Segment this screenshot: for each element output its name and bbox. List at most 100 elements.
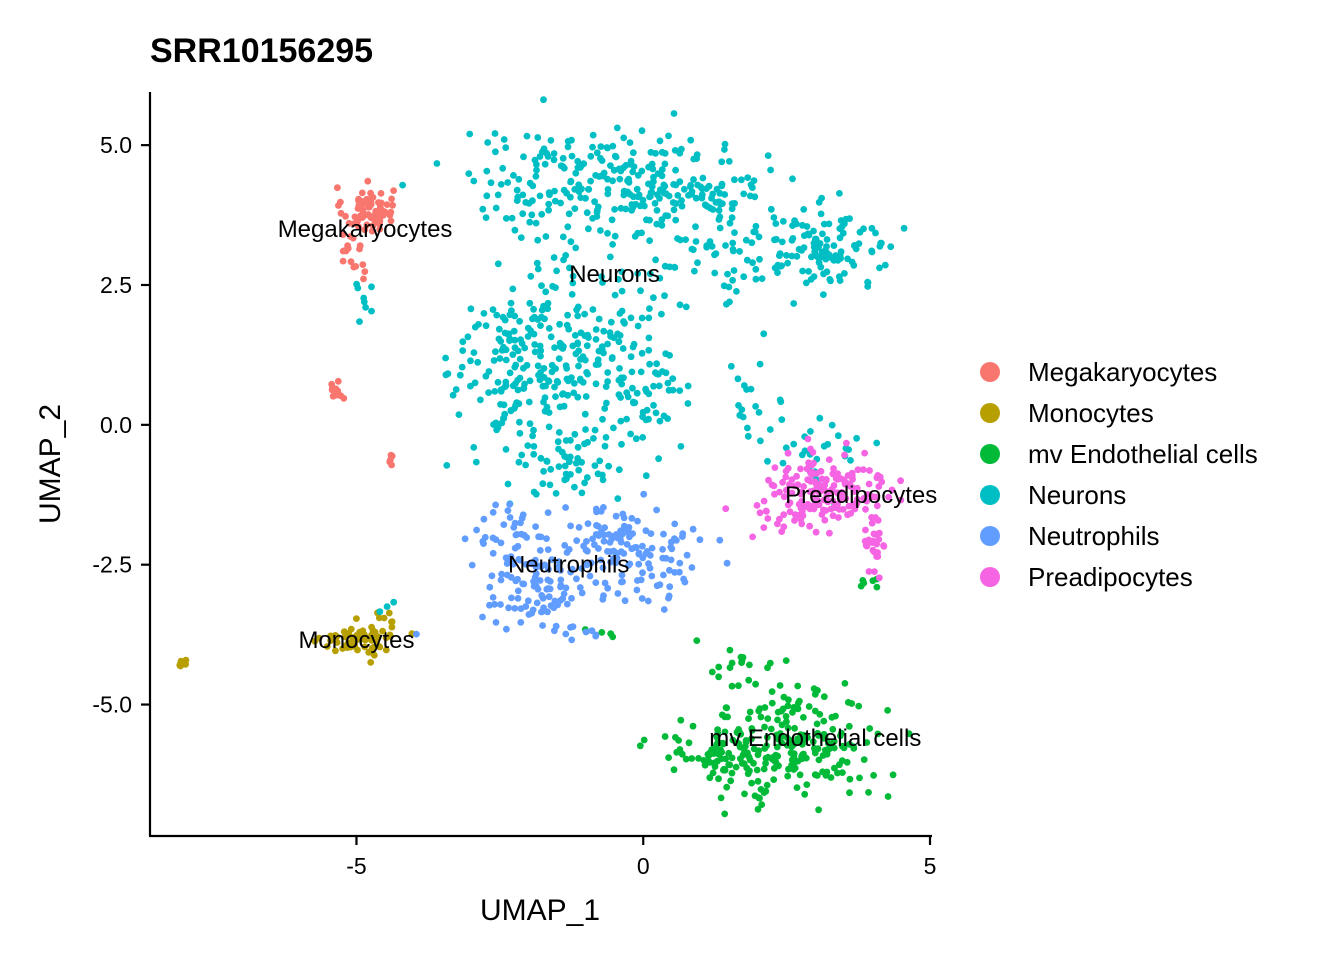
data-point: [566, 453, 574, 461]
data-point: [443, 462, 451, 469]
data-point: [614, 590, 622, 597]
data-point: [311, 637, 319, 645]
data-point: [785, 765, 792, 773]
data-point: [642, 550, 650, 557]
data-point: [789, 709, 796, 716]
data-point: [616, 175, 624, 183]
data-point: [494, 260, 502, 268]
data-point: [841, 270, 848, 277]
data-point: [452, 386, 460, 393]
data-point: [660, 530, 667, 538]
data-point: [559, 390, 566, 398]
data-point: [691, 267, 698, 275]
data-point: [514, 386, 522, 394]
data-point: [672, 216, 680, 224]
data-point: [771, 264, 779, 272]
data-point: [456, 371, 464, 379]
data-point: [514, 376, 522, 384]
data-point: [763, 742, 770, 750]
data-point: [805, 459, 812, 467]
data-point: [779, 217, 787, 225]
data-point: [692, 194, 700, 202]
data-point: [887, 243, 895, 251]
data-point: [376, 608, 384, 616]
data-point: [593, 208, 601, 216]
data-point: [525, 611, 533, 618]
data-point: [717, 794, 725, 802]
data-point: [798, 246, 806, 254]
data-point: [542, 288, 550, 296]
data-point: [359, 627, 367, 635]
data-point: [470, 349, 478, 356]
data-point: [581, 310, 588, 318]
data-point: [748, 779, 755, 787]
data-point: [776, 488, 783, 496]
data-point: [888, 486, 896, 494]
data-point: [837, 217, 845, 224]
data-point: [841, 680, 849, 687]
data-point: [568, 291, 576, 298]
data-point: [761, 704, 769, 711]
data-point: [380, 614, 388, 622]
data-point: [585, 186, 593, 193]
data-point: [537, 563, 545, 570]
chart-title: SRR10156295: [150, 32, 373, 70]
data-point: [712, 250, 720, 257]
data-point: [832, 475, 840, 482]
data-point: [592, 380, 600, 388]
data-point: [648, 544, 656, 552]
data-point: [583, 209, 591, 217]
data-point: [517, 234, 525, 242]
data-point: [794, 705, 802, 713]
data-point: [790, 300, 798, 307]
data-point: [646, 305, 653, 312]
data-point: [523, 132, 531, 140]
data-point: [571, 332, 579, 339]
data-point: [536, 153, 544, 160]
data-point: [375, 212, 382, 220]
data-point: [512, 401, 519, 409]
data-point: [480, 515, 488, 523]
data-point: [872, 229, 879, 237]
data-point: [778, 528, 786, 535]
data-point: [570, 380, 578, 387]
data-point: [607, 162, 614, 170]
data-point: [514, 587, 522, 595]
data-point: [628, 514, 636, 522]
data-point: [763, 781, 771, 789]
data-point: [830, 257, 838, 264]
data-point: [554, 438, 562, 446]
data-point: [661, 160, 669, 168]
data-point: [617, 374, 625, 382]
data-point: [670, 206, 678, 214]
data-point: [334, 184, 341, 192]
data-point: [658, 221, 666, 229]
data-point: [488, 572, 496, 580]
data-point: [862, 505, 869, 513]
data-point: [793, 252, 801, 260]
data-point: [519, 210, 527, 218]
data-point: [489, 509, 497, 516]
data-point: [772, 220, 780, 228]
data-point: [497, 576, 505, 584]
data-point: [477, 396, 484, 404]
data-point: [567, 471, 574, 478]
data-point: [749, 259, 756, 267]
data-point: [575, 188, 583, 196]
data-point: [778, 262, 785, 270]
data-point: [591, 462, 599, 469]
data-point: [583, 561, 591, 569]
data-point: [764, 457, 771, 465]
data-point: [589, 306, 597, 313]
data-point: [728, 214, 736, 222]
data-point: [841, 451, 848, 459]
data-point: [563, 365, 571, 372]
data-point: [862, 541, 870, 549]
data-point: [842, 495, 850, 502]
data-point: [550, 254, 558, 261]
data-point: [496, 355, 504, 362]
data-point: [479, 613, 486, 621]
data-point: [540, 365, 548, 372]
data-point: [594, 203, 602, 211]
data-point: [811, 248, 819, 256]
